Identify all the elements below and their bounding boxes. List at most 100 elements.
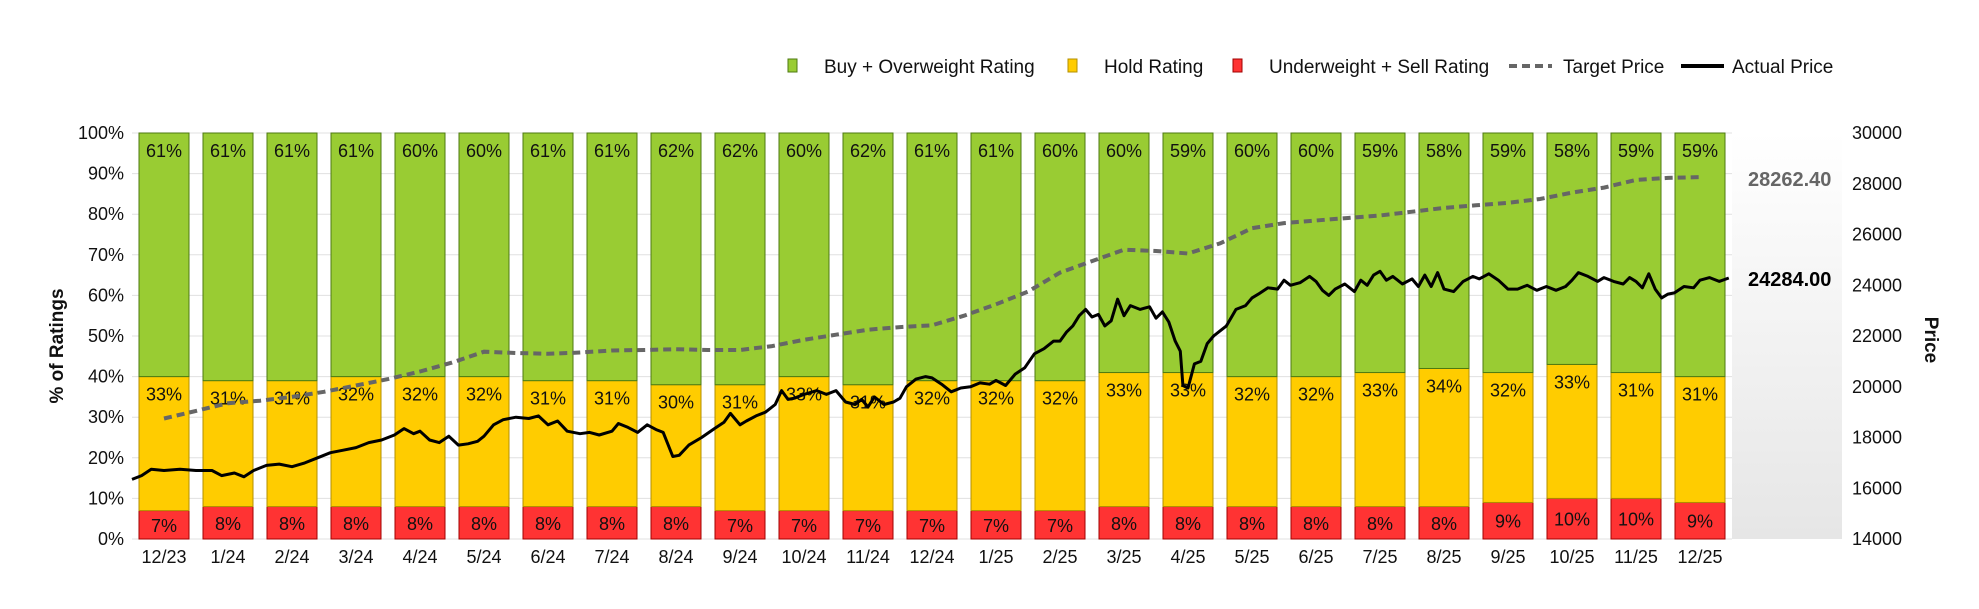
bar-hold — [458, 376, 510, 508]
legend-item: Underweight + Sell Rating — [1232, 57, 1489, 78]
bar-hold-label: 32% — [978, 389, 1014, 409]
bar-hold — [1674, 376, 1726, 503]
x-tick-label: 1/25 — [978, 547, 1013, 567]
x-tick-label: 4/24 — [402, 547, 437, 567]
legend-label: Actual Price — [1732, 57, 1833, 78]
bar-buy — [1098, 132, 1150, 374]
bar-buy — [842, 132, 894, 386]
bar-buy-label: 61% — [530, 141, 566, 161]
bar-buy — [1034, 132, 1086, 382]
x-tick-label: 12/24 — [909, 547, 954, 567]
bar-sell — [458, 506, 510, 540]
bar-hold-label: 32% — [914, 389, 950, 409]
bar-sell-label: 8% — [599, 514, 625, 534]
axes: % of Ratings Price 28262.40 24284.00 0% 1… — [47, 123, 1941, 567]
y-right-axis-title: Price — [1920, 317, 1941, 363]
bar-buy-label: 58% — [1554, 141, 1590, 161]
bar-hold — [1162, 372, 1214, 508]
bar-hold-label: 32% — [1042, 389, 1078, 409]
y-left-tick-label: 40% — [88, 367, 124, 387]
x-tick-label: 4/25 — [1170, 547, 1205, 567]
bar-buy-label: 61% — [274, 141, 310, 161]
bar-hold-label: 32% — [1234, 385, 1270, 405]
bar-hold-label: 31% — [530, 389, 566, 409]
bar-buy-label: 59% — [1490, 141, 1526, 161]
bar-hold — [1226, 376, 1278, 508]
bar-sell-label: 7% — [983, 516, 1009, 536]
bar-sell-label: 10% — [1554, 510, 1590, 530]
bar-sell-label: 7% — [855, 516, 881, 536]
bar-hold — [266, 380, 318, 508]
y-left-tick-label: 0% — [98, 529, 124, 549]
bar-sell-label: 8% — [663, 514, 689, 534]
bar-sell-label: 10% — [1618, 510, 1654, 530]
bar-sell — [778, 510, 830, 540]
x-tick-label: 12/23 — [141, 547, 186, 567]
bar-hold-label: 32% — [402, 385, 438, 405]
x-tick-label: 2/25 — [1042, 547, 1077, 567]
bar-buy-label: 62% — [850, 141, 886, 161]
bar-sell-label: 8% — [1367, 514, 1393, 534]
y-right-tick-label: 30000 — [1852, 123, 1902, 143]
bar-buy-label: 61% — [146, 141, 182, 161]
bar-sell — [202, 506, 254, 540]
bar-sell-label: 8% — [1303, 514, 1329, 534]
bar-hold — [650, 384, 702, 508]
legend-label: Buy + Overweight Rating — [824, 57, 1035, 78]
bar-buy-label: 62% — [722, 141, 758, 161]
bar-buy — [202, 132, 254, 382]
bar-buy — [1290, 132, 1342, 378]
bar-sell — [842, 510, 894, 540]
bar-hold — [1418, 367, 1470, 508]
bar-sell-label: 8% — [1111, 514, 1137, 534]
bar-sell-label: 8% — [215, 514, 241, 534]
bar-hold-label: 32% — [1298, 385, 1334, 405]
bar-hold-label: 31% — [594, 389, 630, 409]
last-actual-price-label: 24284.00 — [1748, 269, 1831, 291]
bar-sell — [1290, 506, 1342, 540]
bar-hold-label: 31% — [1682, 385, 1718, 405]
bar-buy-label: 59% — [1618, 141, 1654, 161]
bar-buy — [1610, 132, 1662, 374]
x-tick-label: 11/24 — [846, 547, 890, 567]
bar-hold-label: 31% — [274, 389, 310, 409]
bar-sell-label: 9% — [1495, 512, 1521, 532]
bar-sell — [266, 506, 318, 540]
bar-buy — [970, 132, 1022, 382]
y-right-tick-label: 18000 — [1852, 428, 1902, 448]
bar-buy — [586, 132, 638, 382]
legend-label: Target Price — [1563, 57, 1664, 78]
x-tick-label: 5/24 — [466, 547, 501, 567]
bar-sell-label: 8% — [1175, 514, 1201, 534]
bar-hold-label: 33% — [1554, 372, 1590, 392]
y-left-tick-label: 70% — [88, 245, 124, 265]
bar-hold — [1098, 372, 1150, 508]
bar-buy-label: 62% — [658, 141, 694, 161]
x-tick-label: 6/25 — [1298, 547, 1333, 567]
y-left-tick-label: 80% — [88, 204, 124, 224]
bar-hold — [522, 380, 574, 508]
bar-sell — [586, 506, 638, 540]
bar-buy-label: 60% — [402, 141, 438, 161]
x-tick-label: 9/24 — [722, 547, 757, 567]
bar-sell — [1098, 506, 1150, 540]
y-right-tick-label: 28000 — [1852, 174, 1902, 194]
y-right-tick-label: 22000 — [1852, 326, 1902, 346]
x-tick-label: 5/25 — [1234, 547, 1269, 567]
y-right-tick-label: 20000 — [1852, 377, 1902, 397]
y-right-tick-label: 14000 — [1852, 529, 1902, 549]
bar-buy-label: 60% — [1042, 141, 1078, 161]
bar-buy-label: 59% — [1362, 141, 1398, 161]
bar-buy-label: 59% — [1170, 141, 1206, 161]
bar-buy — [458, 132, 510, 378]
bar-buy-label: 60% — [786, 141, 822, 161]
bar-hold — [586, 380, 638, 508]
bar-hold-label: 32% — [466, 385, 502, 405]
bar-sell-label: 7% — [1047, 516, 1073, 536]
legend-item: Actual Price — [1681, 57, 1833, 78]
bar-buy — [1482, 132, 1534, 374]
right-price-panel — [1732, 133, 1842, 539]
y-right-tick-label: 16000 — [1852, 478, 1902, 498]
bar-hold-label: 31% — [722, 393, 758, 413]
